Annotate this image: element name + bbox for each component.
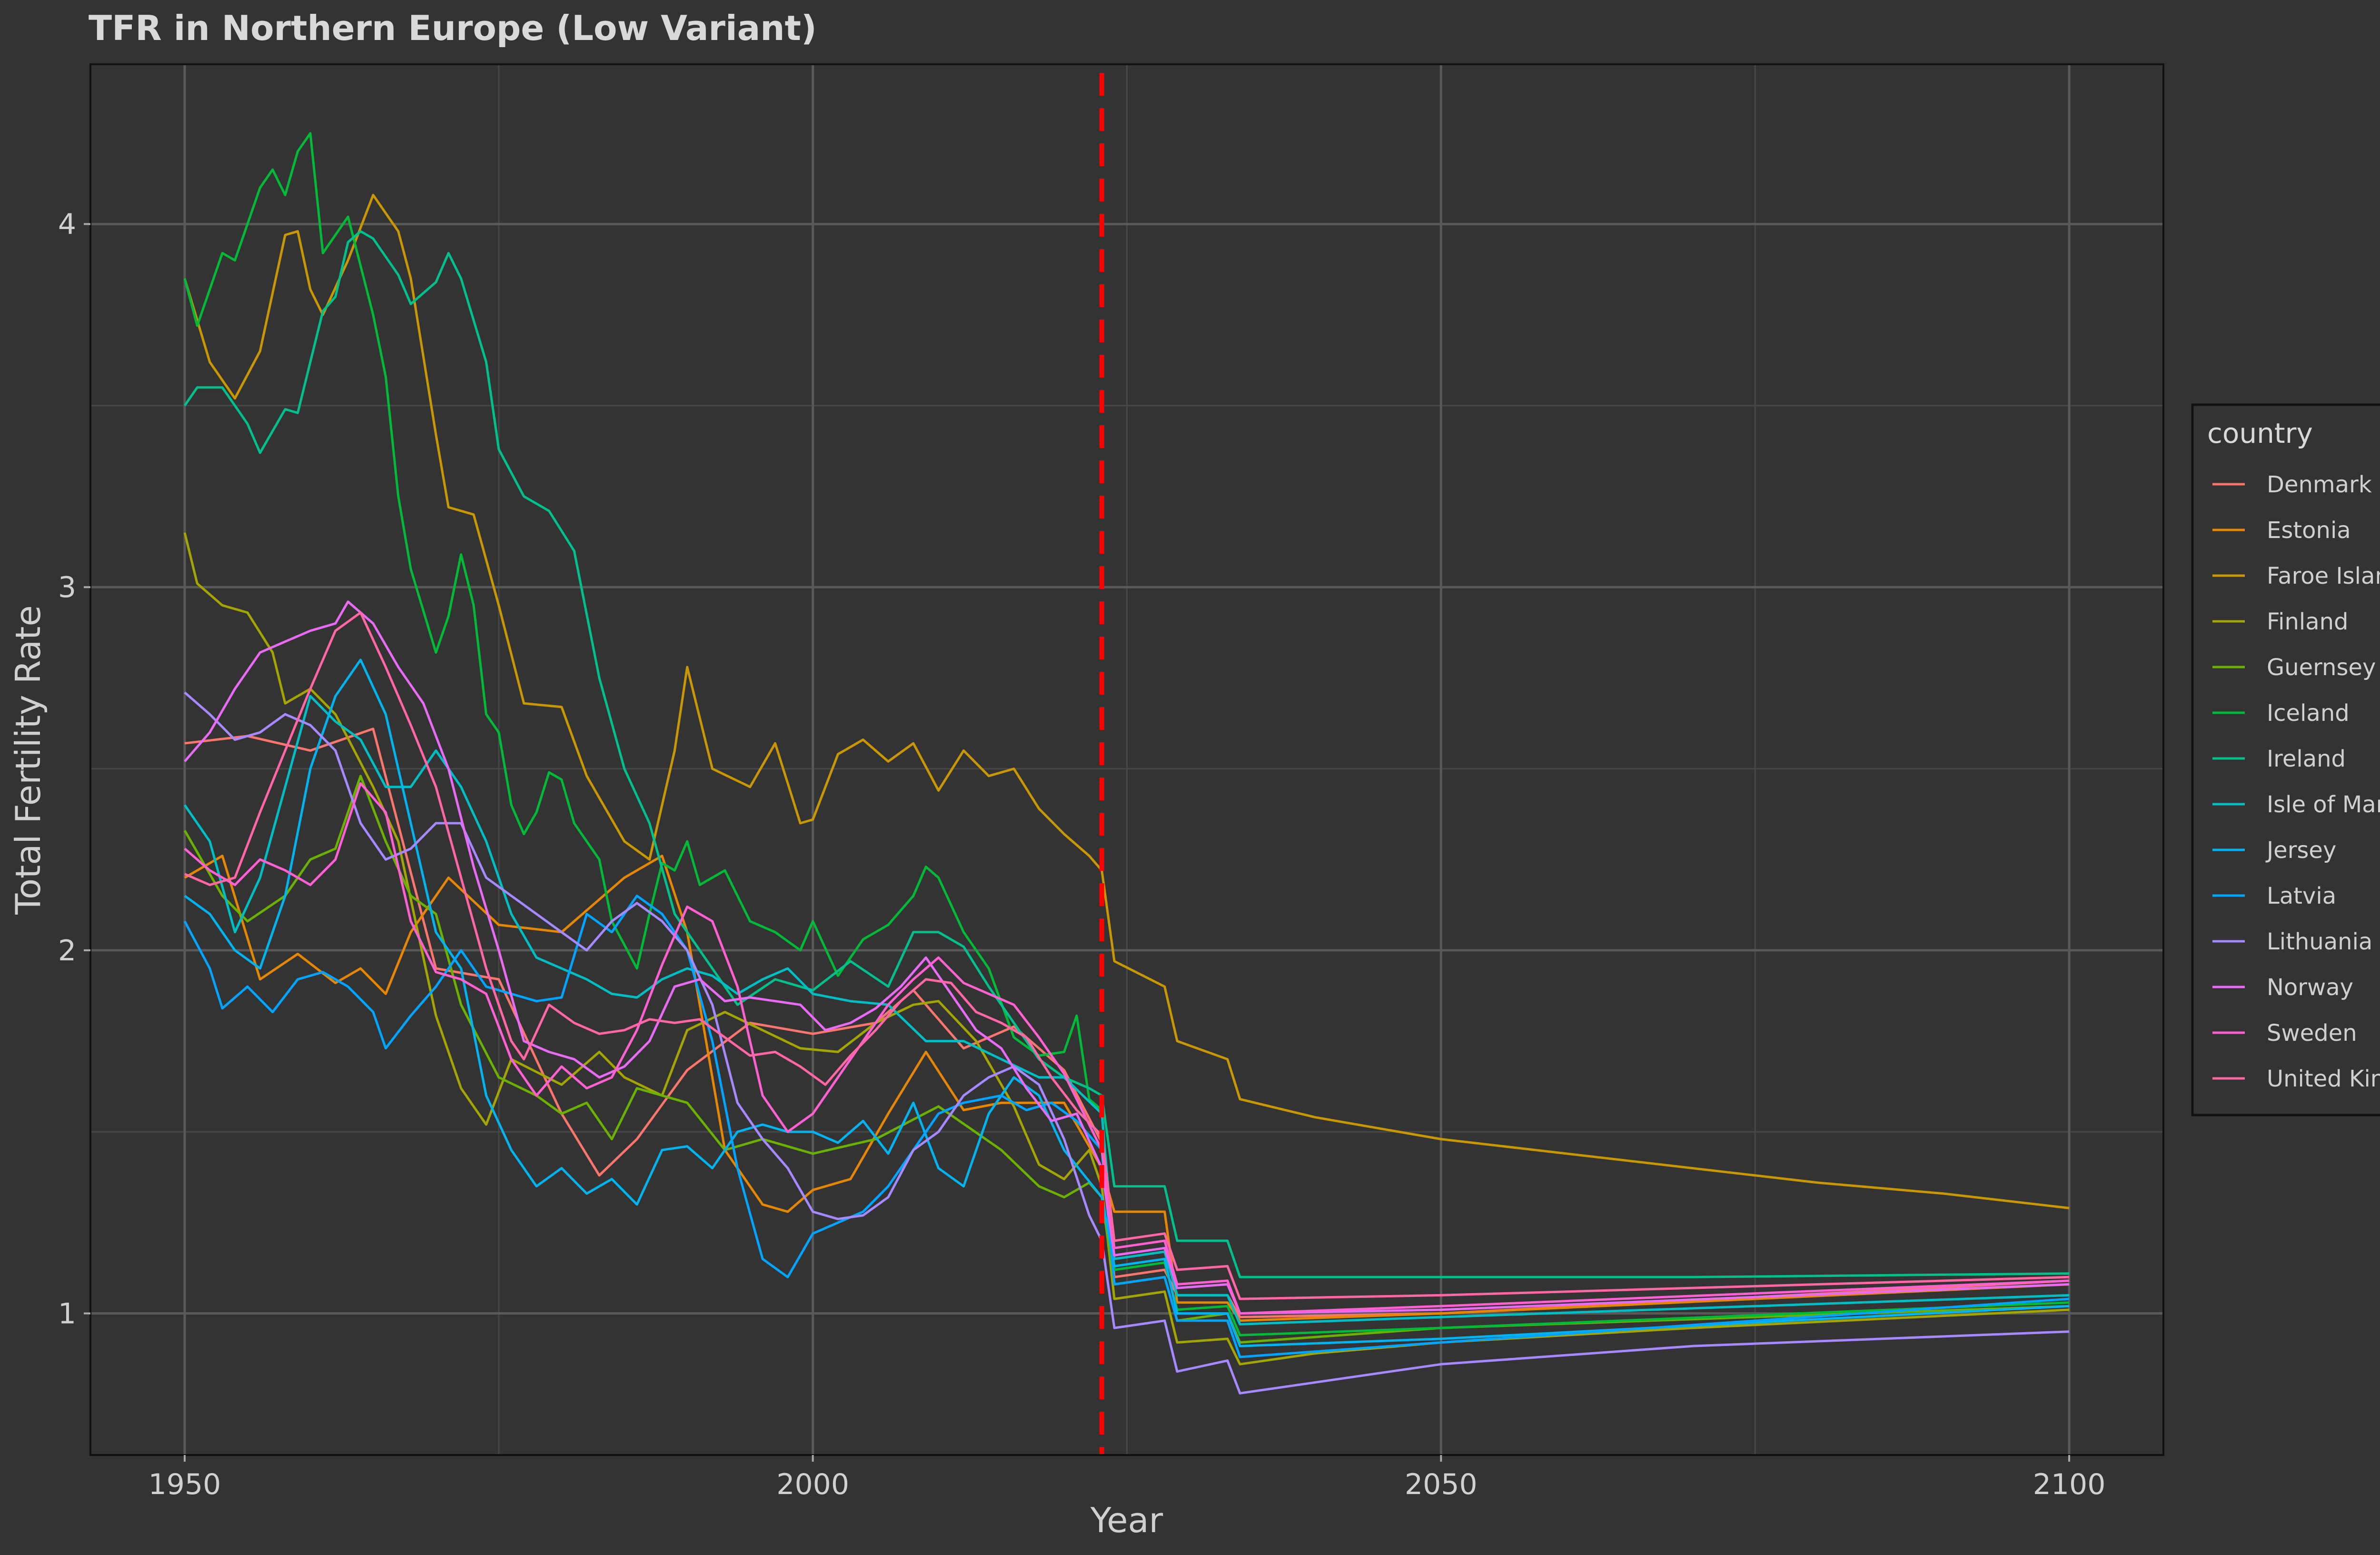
legend-title: country [2207, 417, 2313, 449]
legend-label-lithuania: Lithuania [2267, 928, 2372, 955]
y-tick-label: 2 [58, 934, 76, 967]
legend-label-finland: Finland [2267, 608, 2349, 635]
x-tick-label: 2050 [1405, 1468, 1478, 1501]
y-tick-label: 1 [58, 1297, 76, 1331]
series-line-lithuania [184, 691, 2070, 1395]
x-axis-ticks: 1950 2000 2050 2100 [149, 1455, 2106, 1501]
series-lines [183, 132, 2070, 1395]
y-tick-label: 4 [58, 208, 76, 241]
legend-label-sweden: Sweden [2267, 1020, 2357, 1047]
y-axis-ticks: 1 2 3 4 [58, 208, 90, 1331]
legend-label-guernsey: Guernsey [2267, 654, 2376, 681]
y-tick-label: 3 [58, 571, 76, 604]
legend-label-united-kingdom: United Kingdom [2267, 1066, 2380, 1092]
y-axis-title: Total Fertility Rate [8, 605, 48, 915]
legend-label-ireland: Ireland [2267, 746, 2346, 772]
series-line-faroe-islands [183, 194, 2070, 1209]
legend-label-latvia: Latvia [2267, 883, 2336, 909]
legend-label-faroe-islands: Faroe Islands [2267, 563, 2380, 589]
panel-border [89, 63, 2164, 1456]
legend-box [2191, 403, 2380, 1116]
x-tick-label: 2000 [776, 1468, 849, 1501]
x-axis-title: Year [1090, 1500, 1163, 1540]
legend-label-norway: Norway [2267, 974, 2353, 1001]
legend-label-estonia: Estonia [2267, 517, 2351, 544]
legend-label-isle-of-man: Isle of Man [2267, 791, 2380, 818]
legend-label-jersey: Jersey [2265, 837, 2336, 864]
legend-label-denmark: Denmark [2267, 471, 2372, 498]
legend: country Denmark Estonia Faroe Islands Finla… [2191, 403, 2380, 1116]
series-line-latvia [183, 895, 2070, 1358]
series-line-united-kingdom [184, 611, 2070, 1300]
x-tick-label: 2100 [2033, 1468, 2106, 1501]
x-tick-label: 1950 [149, 1468, 221, 1501]
series-line-jersey [184, 658, 2070, 1347]
series-line-iceland [183, 132, 2070, 1336]
series-line-estonia [184, 855, 2070, 1322]
chart-title: TFR in Northern Europe (Low Variant) [89, 8, 817, 48]
series-line-norway [184, 600, 2070, 1315]
series-line-finland [183, 532, 2070, 1366]
legend-items: Denmark Estonia Faroe Islands Finland Guerns… [2212, 471, 2380, 1092]
legend-label-iceland: Iceland [2267, 700, 2350, 727]
series-line-sweden [184, 782, 2070, 1315]
